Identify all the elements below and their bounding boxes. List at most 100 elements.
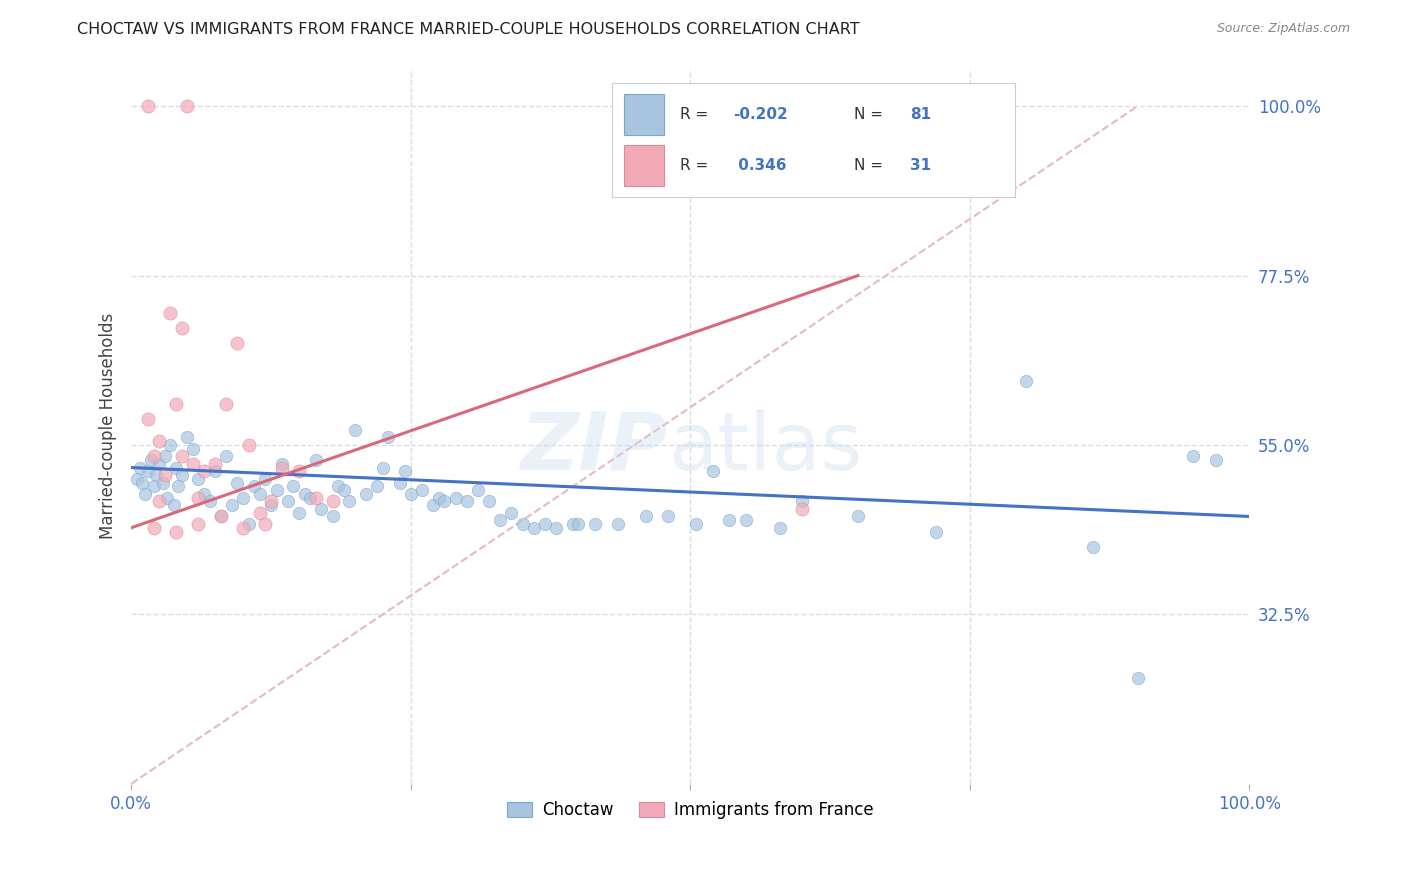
Point [249, 487, 271, 501]
Point [159, 438, 181, 452]
Point [232, 491, 254, 505]
Point [153, 449, 176, 463]
Point [165, 460, 187, 475]
Point [388, 475, 411, 490]
Point [260, 498, 283, 512]
Point [125, 472, 148, 486]
Point [187, 491, 209, 505]
Point [685, 516, 707, 531]
Point [1015, 374, 1038, 388]
Point [1182, 449, 1205, 463]
Text: CHOCTAW VS IMMIGRANTS FROM FRANCE MARRIED-COUPLE HOUSEHOLDS CORRELATION CHART: CHOCTAW VS IMMIGRANTS FROM FRANCE MARRIE… [77, 22, 860, 37]
Point [288, 464, 311, 478]
Point [226, 475, 249, 490]
Point [170, 468, 193, 483]
Point [165, 524, 187, 539]
Point [165, 396, 187, 410]
Point [170, 449, 193, 463]
Point [433, 494, 456, 508]
Point [204, 457, 226, 471]
Point [153, 468, 176, 483]
Point [163, 498, 186, 512]
Point [193, 464, 215, 478]
Point [181, 457, 204, 471]
Point [769, 521, 792, 535]
Point [299, 491, 322, 505]
Point [288, 506, 311, 520]
Point [198, 494, 221, 508]
Point [277, 494, 299, 508]
Y-axis label: Married-couple Households: Married-couple Households [100, 313, 117, 540]
Point [156, 491, 179, 505]
Point [718, 513, 741, 527]
Point [354, 487, 377, 501]
Point [152, 475, 174, 490]
Point [343, 423, 366, 437]
Point [846, 509, 869, 524]
Point [209, 509, 232, 524]
Point [366, 479, 388, 493]
Point [243, 479, 266, 493]
Point [271, 457, 294, 471]
Point [606, 516, 628, 531]
Point [657, 509, 679, 524]
Point [136, 464, 159, 478]
Text: Source: ZipAtlas.com: Source: ZipAtlas.com [1216, 22, 1350, 36]
Point [311, 502, 333, 516]
Point [238, 516, 260, 531]
Point [159, 306, 181, 320]
Point [136, 99, 159, 113]
Point [167, 479, 190, 493]
Point [456, 494, 478, 508]
Point [170, 321, 193, 335]
Point [176, 99, 198, 113]
Point [925, 524, 948, 539]
Text: atlas: atlas [668, 409, 862, 486]
Point [790, 502, 813, 516]
Point [271, 460, 294, 475]
Point [546, 521, 568, 535]
Point [1081, 540, 1104, 554]
Point [478, 494, 501, 508]
Point [523, 521, 546, 535]
Point [321, 509, 343, 524]
Point [134, 487, 156, 501]
Point [232, 521, 254, 535]
Point [377, 430, 399, 444]
Point [254, 516, 277, 531]
Point [148, 494, 170, 508]
Point [209, 509, 232, 524]
Point [534, 516, 557, 531]
Point [427, 491, 450, 505]
Point [266, 483, 288, 497]
Point [204, 464, 226, 478]
Legend: Choctaw, Immigrants from France: Choctaw, Immigrants from France [501, 794, 880, 825]
Point [512, 516, 534, 531]
Point [467, 483, 489, 497]
Point [321, 494, 343, 508]
Point [501, 506, 523, 520]
Point [181, 442, 204, 456]
Point [141, 453, 163, 467]
Point [394, 464, 416, 478]
Point [735, 513, 758, 527]
Point [142, 449, 165, 463]
Point [215, 396, 238, 410]
Point [305, 453, 328, 467]
Point [702, 464, 724, 478]
Point [634, 509, 657, 524]
Point [176, 430, 198, 444]
Point [371, 460, 394, 475]
Point [790, 494, 813, 508]
Point [260, 494, 283, 508]
Text: ZIP: ZIP [520, 409, 668, 486]
Point [583, 516, 606, 531]
Point [193, 487, 215, 501]
Point [283, 479, 305, 493]
Point [142, 479, 165, 493]
Point [148, 434, 170, 449]
Point [254, 472, 277, 486]
Point [131, 475, 153, 490]
Point [129, 460, 152, 475]
Point [489, 513, 512, 527]
